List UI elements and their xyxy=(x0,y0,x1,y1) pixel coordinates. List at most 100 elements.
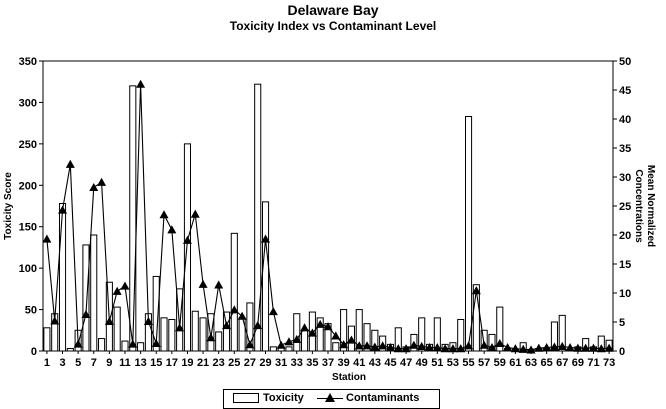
contaminants-marker xyxy=(495,338,505,348)
x-tick-label: 7 xyxy=(91,357,97,369)
toxicity-bar xyxy=(301,329,309,352)
toxicity-bar xyxy=(160,317,168,352)
toxicity-bar xyxy=(332,342,340,352)
contaminants-marker xyxy=(112,286,122,295)
toxicity-bar xyxy=(113,306,121,352)
contaminants-marker xyxy=(409,340,419,349)
contaminants-marker xyxy=(417,341,427,350)
contaminants-marker xyxy=(378,341,388,350)
right-y-tick-label: 30 xyxy=(619,172,631,184)
contaminants-marker xyxy=(542,343,552,352)
contaminants-marker xyxy=(300,323,310,332)
toxicity-bar xyxy=(58,203,67,352)
contaminants-marker xyxy=(221,320,231,330)
contaminants-marker xyxy=(261,234,271,243)
contaminants-marker xyxy=(440,344,450,353)
right-y-tick-label: 40 xyxy=(619,114,631,126)
x-tick-label: 23 xyxy=(213,357,225,369)
right-y-axis-label: Mean NormalizedConcentrations xyxy=(633,165,656,247)
x-tick-label: 45 xyxy=(384,357,396,369)
contaminants-marker xyxy=(182,235,192,244)
x-tick-label: 17 xyxy=(166,357,178,369)
left-y-tick-label: 50 xyxy=(25,305,37,317)
contaminants-marker xyxy=(331,331,341,340)
contaminants-marker xyxy=(362,341,372,350)
toxicity-bar xyxy=(129,85,137,352)
left-y-tick-label: 100 xyxy=(19,263,37,275)
x-tick-label: 33 xyxy=(291,357,303,369)
contaminants-marker xyxy=(58,205,68,214)
contaminants-marker xyxy=(292,334,302,343)
contaminants-marker xyxy=(143,316,153,326)
contaminants-marker xyxy=(573,343,583,352)
contaminants-marker xyxy=(315,319,325,328)
x-tick-label: 55 xyxy=(462,357,474,369)
right-y-axis: 0 5 10 15 20 25 30 35 40 45 50 xyxy=(613,56,631,358)
contaminants-marker xyxy=(596,344,606,353)
contaminants-marker xyxy=(323,322,333,331)
right-y-axis-label-line: Mean Normalized xyxy=(645,165,656,247)
contaminants-marker xyxy=(245,340,255,349)
left-y-tick-label: 350 xyxy=(19,56,37,68)
x-tick-label: 61 xyxy=(509,357,521,369)
x-tick-label: 9 xyxy=(106,357,112,369)
right-y-tick-label: 45 xyxy=(619,85,631,97)
left-y-tick-label: 200 xyxy=(19,180,37,192)
x-tick-label: 1 xyxy=(44,357,50,369)
x-tick-label: 41 xyxy=(353,357,365,369)
toxicity-bar xyxy=(121,340,129,352)
x-tick-label: 49 xyxy=(416,357,428,369)
right-y-tick-label: 0 xyxy=(619,346,625,358)
left-y-tick-label: 250 xyxy=(19,139,37,151)
contaminants-line xyxy=(42,79,614,354)
contaminants-marker xyxy=(229,305,239,314)
toxicity-bar xyxy=(254,83,262,352)
contaminants-marker xyxy=(432,343,442,352)
x-axis-label: Station xyxy=(332,372,366,383)
toxicity-bar xyxy=(472,284,480,352)
contaminants-marker xyxy=(198,279,208,288)
x-tick-label: 35 xyxy=(306,357,318,369)
contaminants-marker xyxy=(73,339,83,348)
x-tick-label: 25 xyxy=(228,357,240,369)
legend-swatch-bar xyxy=(233,393,259,404)
contaminants-marker xyxy=(253,320,263,330)
toxicity-bar xyxy=(215,331,223,352)
contaminants-marker xyxy=(214,280,224,289)
x-tick-label: 65 xyxy=(541,357,553,369)
toxicity-bar xyxy=(261,201,270,352)
contaminants-marker xyxy=(510,344,520,353)
contaminants-marker xyxy=(284,337,294,346)
x-axis: 1 3 5 7 9 11 13 15 17 19 21 23 25 27 29 31 33 35 37 39 41 43 4… xyxy=(44,351,615,369)
contaminants-marker xyxy=(65,159,75,168)
contaminants-marker xyxy=(159,210,169,219)
toxicity-bar xyxy=(269,346,277,352)
x-tick-label: 69 xyxy=(572,357,584,369)
legend-item-toxicity: Toxicity xyxy=(233,392,304,404)
right-y-axis-label-line: Concentrations xyxy=(633,169,644,243)
x-tick-label: 27 xyxy=(244,357,256,369)
contaminants-marker xyxy=(588,343,598,352)
x-tick-label: 15 xyxy=(150,357,162,369)
contaminants-marker xyxy=(89,182,99,192)
x-tick-label: 5 xyxy=(75,357,81,369)
contaminants-marker xyxy=(565,343,575,352)
contaminants-marker xyxy=(393,344,403,353)
x-tick-label: 67 xyxy=(556,357,568,369)
contaminants-marker xyxy=(479,340,489,349)
left-y-axis-label: Toxicity Score xyxy=(3,172,14,240)
contaminants-marker xyxy=(120,281,130,290)
contaminants-marker xyxy=(175,323,185,332)
toxicity-bar xyxy=(285,346,293,352)
x-tick-label: 53 xyxy=(447,357,459,369)
x-tick-label: 29 xyxy=(259,357,271,369)
x-tick-label: 73 xyxy=(603,357,615,369)
left-y-tick-label: 0 xyxy=(31,346,37,358)
x-tick-label: 21 xyxy=(197,357,209,369)
toxicity-bar xyxy=(199,317,207,352)
contaminants-marker xyxy=(354,341,364,350)
left-y-axis: 0 50 100 150 200 250 300 350 xyxy=(19,56,43,358)
x-tick-label: 57 xyxy=(478,357,490,369)
contaminants-marker xyxy=(136,79,146,88)
